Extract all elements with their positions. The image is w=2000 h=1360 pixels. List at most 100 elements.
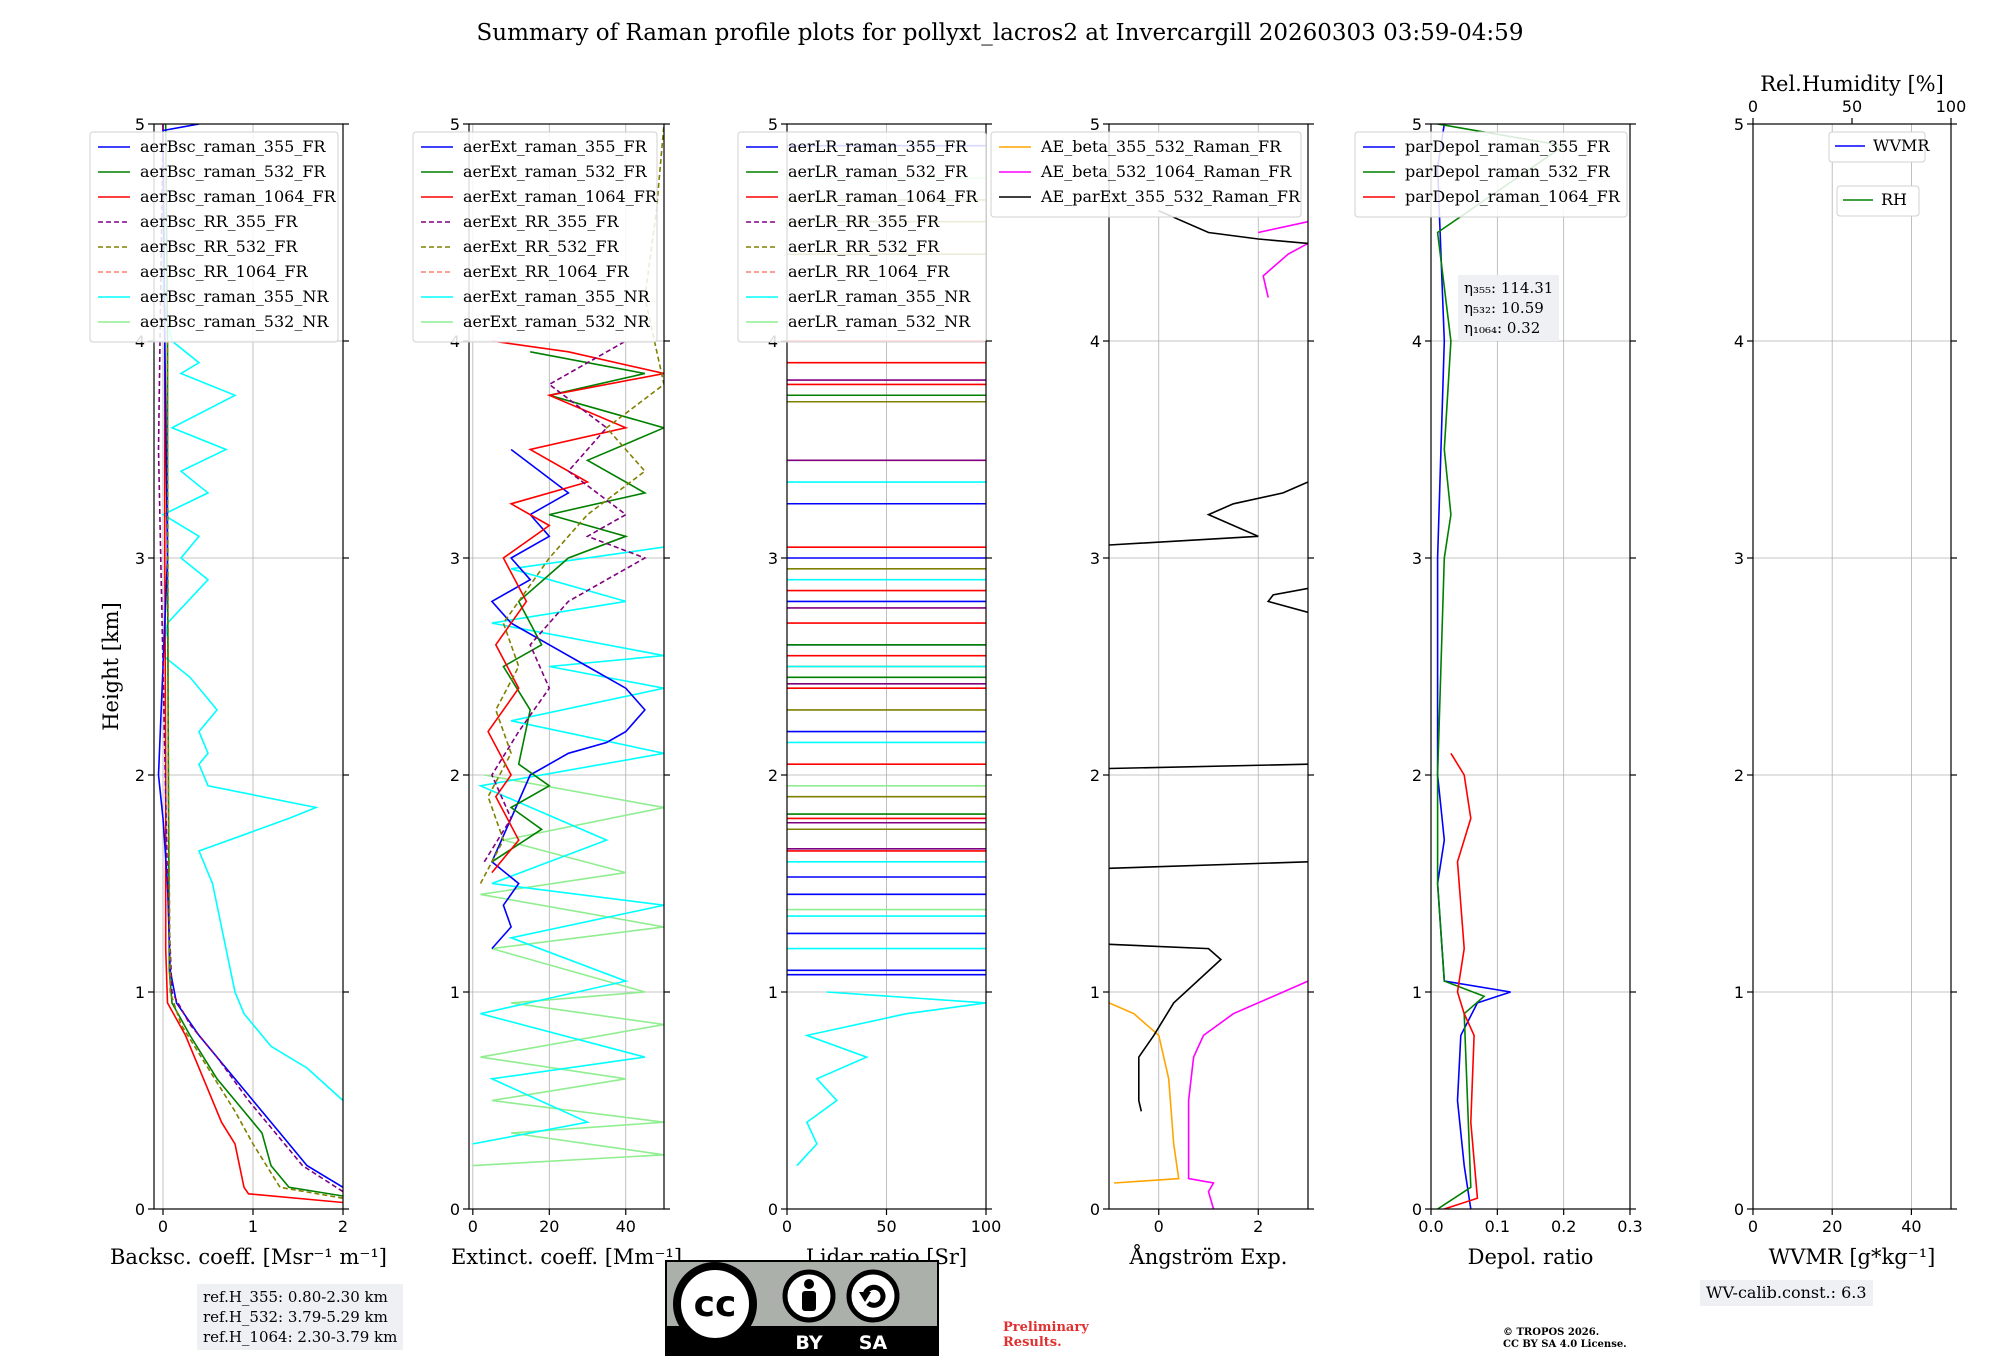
- legend-label: AE_beta_355_532_Raman_FR: [1040, 137, 1282, 156]
- x-tick-label: 1: [248, 1217, 258, 1236]
- legend-wvmr: WVMR: [1828, 131, 1930, 163]
- y-tick-label: 2: [768, 766, 778, 785]
- legend-label: aerBsc_RR_532_FR: [140, 237, 298, 256]
- y-tick-label: 3: [1734, 549, 1744, 568]
- y-tick-label: 3: [450, 549, 460, 568]
- x-tick-label: 0: [1748, 1217, 1758, 1236]
- ref-height-355: ref.H_355: 0.80-2.30 km: [203, 1288, 388, 1306]
- legend: aerLR_raman_355_FR aerLR_raman_532_FR aerL…: [737, 131, 987, 343]
- series-AE_parExt_355_532_Raman_FR: [1109, 943, 1223, 1112]
- x-tick-label: 0.2: [1551, 1217, 1576, 1236]
- series-aerLR_raman_355_NR: [796, 991, 986, 1167]
- y-tick-label: 0: [1090, 1200, 1100, 1219]
- cc-by-sa-license-logo: cc BY SA: [665, 1260, 939, 1356]
- x-axis-label: Depol. ratio: [1468, 1245, 1594, 1269]
- x-axis-label: WVMR [g*kg⁻¹]: [1769, 1245, 1936, 1269]
- series-AE_parExt_355_532_Raman_FR_f: [1158, 210, 1308, 245]
- preliminary-results-note: Preliminary Results.: [1003, 1320, 1089, 1350]
- y-tick-label: 2: [135, 766, 145, 785]
- x-tick-label: 0: [158, 1217, 168, 1236]
- x-axis-label: Extinct. coeff. [Mm⁻¹]: [451, 1245, 682, 1269]
- legend-label: aerLR_raman_355_FR: [788, 137, 968, 156]
- y-tick-label: 5: [1412, 115, 1422, 134]
- legend-label: WVMR: [1873, 136, 1930, 155]
- y-tick-label: 3: [1090, 549, 1100, 568]
- y-tick-label: 3: [768, 549, 778, 568]
- x-tick-label: 0: [468, 1217, 478, 1236]
- series-AE_parExt_355_532_Raman_FR_c: [1109, 763, 1308, 770]
- legend: aerBsc_raman_355_FR aerBsc_raman_532_FRae…: [89, 131, 339, 343]
- y-tick-label: 0: [135, 1200, 145, 1219]
- y-tick-label: 2: [1090, 766, 1100, 785]
- x-tick-label: 0: [1154, 1217, 1164, 1236]
- y-tick-label: 4: [1412, 332, 1422, 351]
- cc-circle-icon: [673, 1262, 757, 1346]
- series-AE_beta_355_532_Raman_FR: [1109, 1002, 1180, 1184]
- eta-532: η₅₃₂: 10.59: [1464, 299, 1544, 317]
- legend-label: aerExt_raman_1064_FR: [463, 187, 658, 206]
- panel-extinction: 02040012345Extinct. coeff. [Mm⁻¹]aerExt_…: [412, 115, 682, 1269]
- legend: parDepol_raman_355_FR parDepol_raman_532_…: [1354, 131, 1628, 218]
- x-tick-label: 0.0: [1418, 1217, 1443, 1236]
- legend-label: AE_parExt_355_532_Raman_FR: [1040, 187, 1301, 206]
- series-aerBsc_RR_532_FR: [166, 340, 343, 1199]
- y-tick-label: 3: [135, 549, 145, 568]
- y-tick-label: 4: [1090, 332, 1100, 351]
- x-tick-label: 2: [1253, 1217, 1263, 1236]
- y-tick-label: 4: [1734, 332, 1744, 351]
- panel-depol: 0.0 0.1 0.2 0.3 0 1 2 3 4 5 Depol. ratio parDepol_r…: [1354, 115, 1643, 1269]
- x-tick-label: 40: [1901, 1217, 1921, 1236]
- axes-frame: [468, 123, 665, 1210]
- y-tick-label: 1: [1090, 983, 1100, 1002]
- wv-calibration-box: WV-calib.const.: 6.3: [1700, 1280, 1873, 1306]
- sa-label: SA: [859, 1332, 888, 1354]
- legend-label: aerLR_raman_532_NR: [788, 312, 971, 331]
- y-tick-label: 2: [1734, 766, 1744, 785]
- y-tick-label: 5: [1090, 115, 1100, 134]
- copyright-note: © TROPOS 2026. CC BY SA 4.0 License.: [1503, 1327, 1627, 1351]
- series-AE_parExt_355_532_Raman_FR_b: [1109, 861, 1308, 870]
- legend-label: aerBsc_RR_1064_FR: [140, 262, 309, 281]
- y-tick-label: 2: [450, 766, 460, 785]
- legend-label: aerLR_RR_1064_FR: [788, 262, 950, 281]
- x-axis-label: Backsc. coeff. [Msr⁻¹ m⁻¹]: [110, 1245, 387, 1269]
- y-tick-label: 0: [1412, 1200, 1422, 1219]
- by-label: BY: [795, 1332, 822, 1354]
- y-tick-label: 1: [768, 983, 778, 1002]
- series-aerBsc_raman_1064_FR: [162, 124, 343, 1204]
- plot-area: [787, 144, 986, 1167]
- x-tick-label: 0.1: [1485, 1217, 1510, 1236]
- series-AE_beta_532_1064_Raman_FR_top: [1258, 220, 1308, 234]
- plot-area: [157, 124, 343, 1204]
- top-x-tick-label: 100: [1936, 97, 1967, 116]
- y-tick-label: 1: [1412, 983, 1422, 1002]
- preliminary-line-2: Results.: [1003, 1335, 1062, 1350]
- top-x-tick-label: 0: [1748, 97, 1758, 116]
- series-aerExt_raman_532_NR: [472, 774, 664, 1167]
- y-tick-label: 5: [768, 115, 778, 134]
- y-tick-label: 1: [450, 983, 460, 1002]
- panel-angstrom: 0 2 0 1 2 3 4 5 Ångström Exp. AE_beta_355_532_Ram…: [990, 115, 1314, 1269]
- legend-label: aerBsc_raman_532_FR: [140, 162, 326, 181]
- y-tick-label: 1: [135, 983, 145, 1002]
- top-x-axis-label: Rel.Humidity [%]: [1760, 72, 1944, 96]
- y-tick-label: 3: [1412, 549, 1422, 568]
- x-tick-label: 40: [616, 1217, 636, 1236]
- legend-label: aerLR_raman_532_FR: [788, 162, 968, 181]
- eta-1064: η₁₀₆₄: 0.32: [1464, 319, 1541, 337]
- copyright-line-2: CC BY SA 4.0 License.: [1503, 1339, 1627, 1350]
- legend-label: aerExt_raman_532_FR: [463, 162, 648, 181]
- axes-frame: [1430, 123, 1631, 1210]
- legend-label: aerBsc_raman_355_NR: [140, 287, 329, 306]
- legend: aerExt_raman_355_FR aerExt_raman_532_FRae…: [412, 131, 658, 343]
- y-axis-label: Height [km]: [99, 602, 123, 731]
- legend-label: aerLR_RR_355_FR: [788, 212, 940, 231]
- legend-label: aerLR_raman_355_NR: [788, 287, 971, 306]
- eta-annotation-box: η₃₅₅: 114.31 η₅₃₂: 10.59 η₁₀₆₄: 0.32: [1458, 275, 1560, 341]
- axes-frame: [1108, 123, 1309, 1210]
- legend-label: aerBsc_raman_355_FR: [140, 137, 326, 156]
- series-aerExt_raman_1064_FR: [487, 340, 664, 874]
- legend-label: parDepol_raman_532_FR: [1405, 162, 1611, 181]
- panel-lidar_ratio: 050100012345Lidar ratio [Sr]aerLR_raman_…: [737, 115, 1001, 1269]
